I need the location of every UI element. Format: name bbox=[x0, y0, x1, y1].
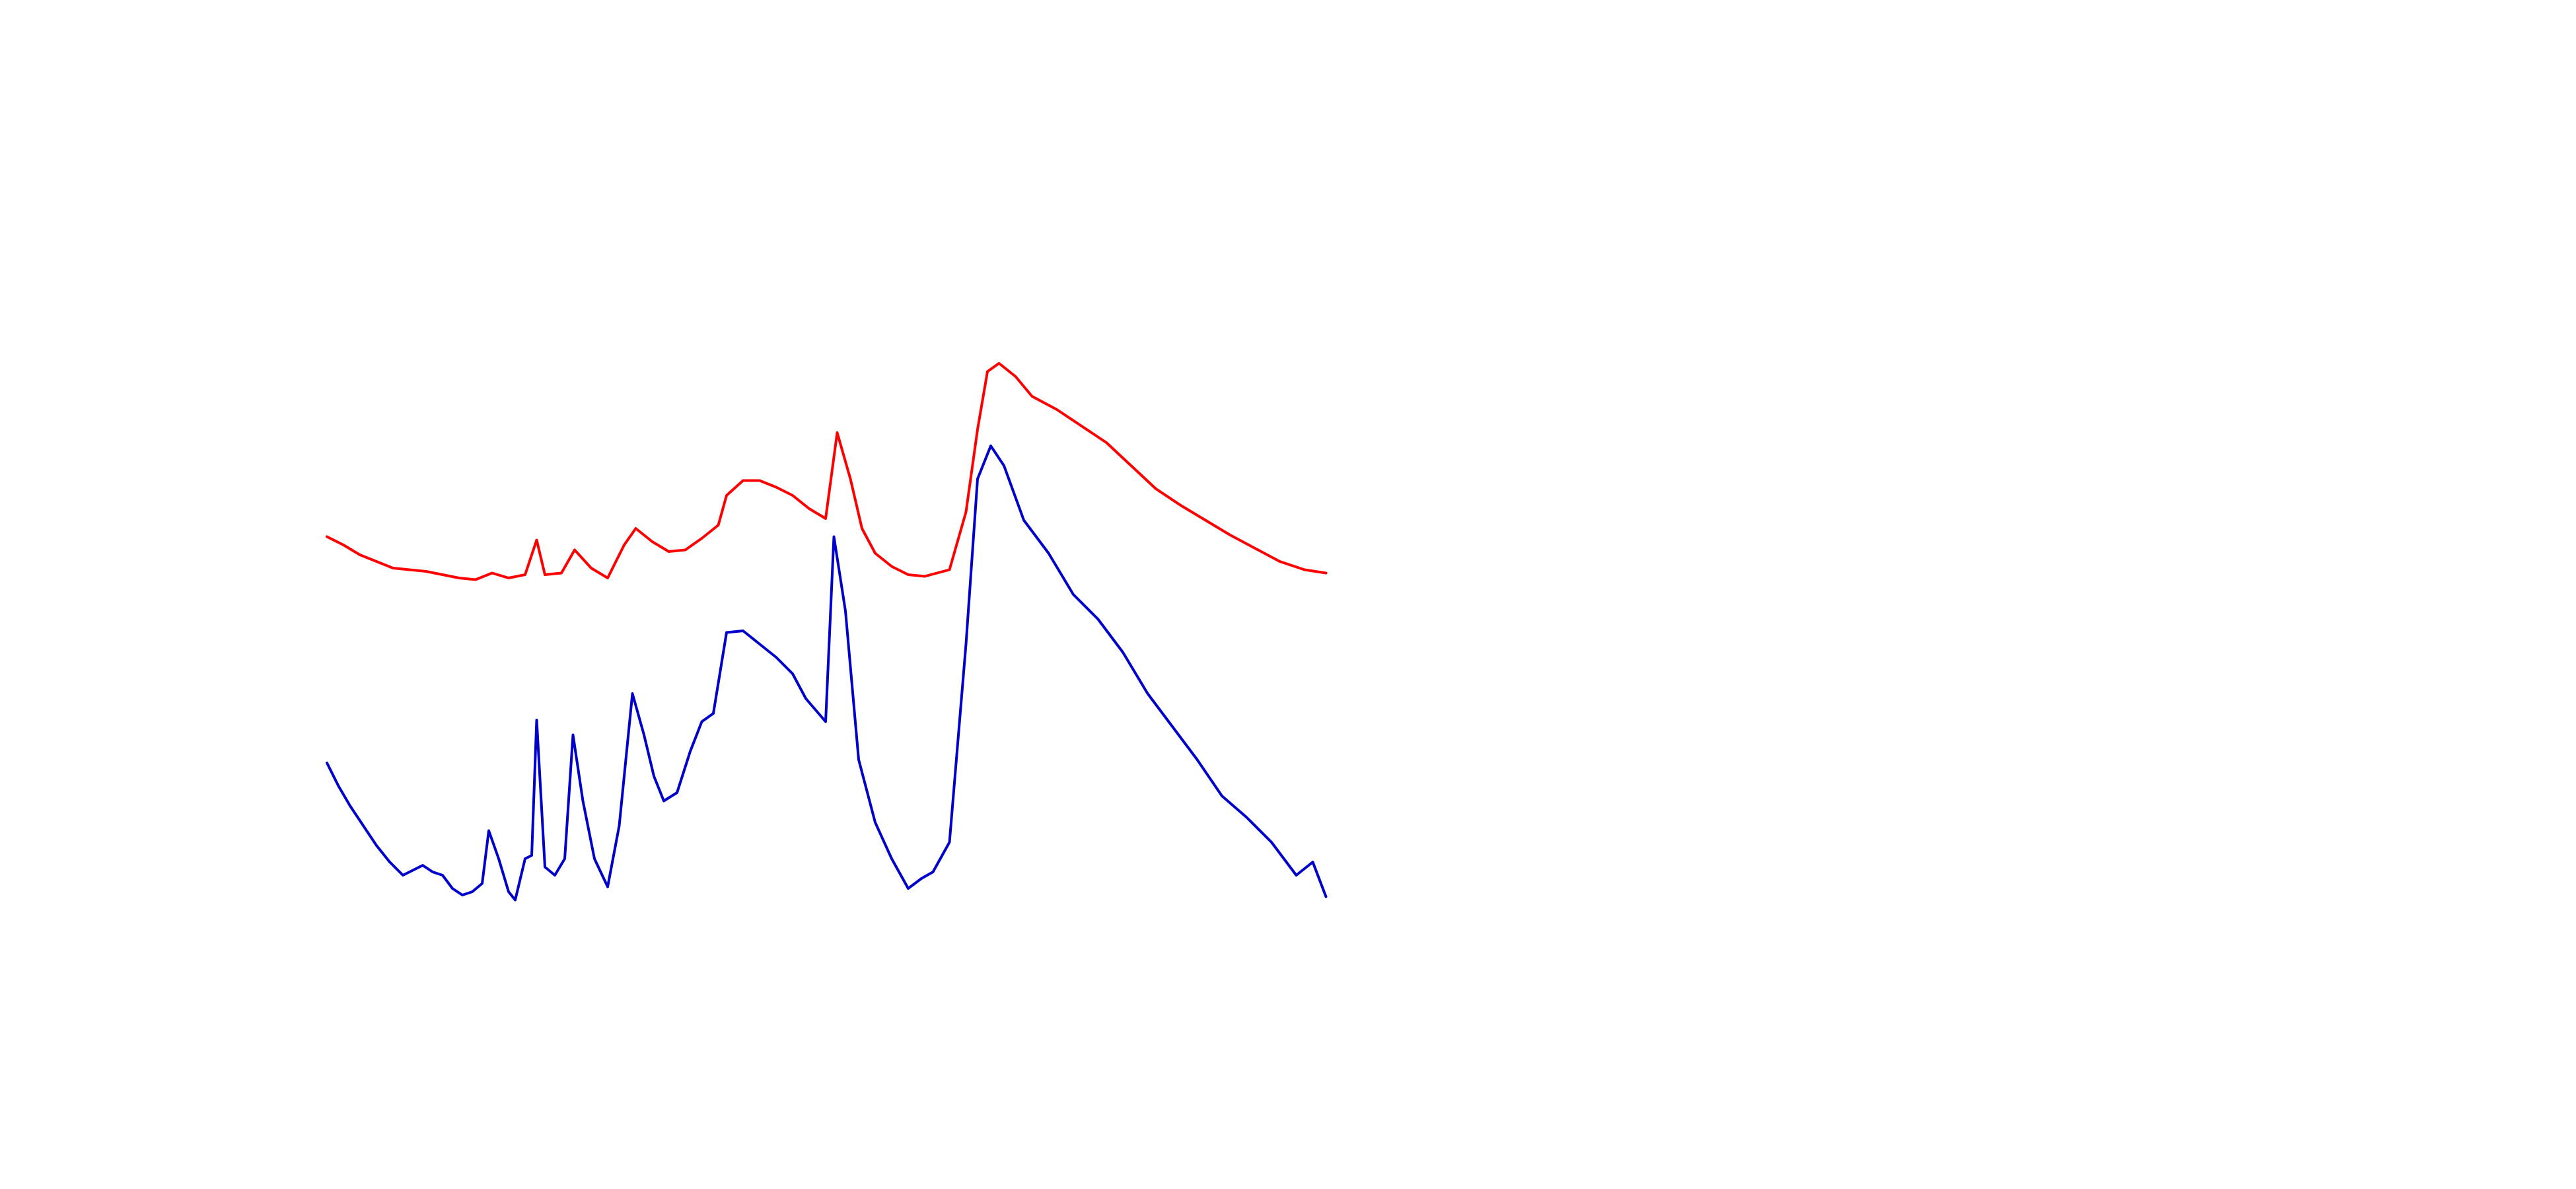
series-line bbox=[326, 445, 1328, 902]
series-line bbox=[326, 362, 1328, 581]
